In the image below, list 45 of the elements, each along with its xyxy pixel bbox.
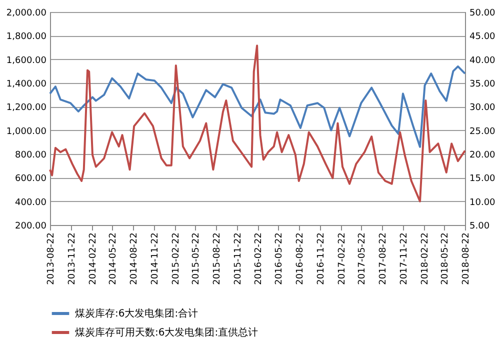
line-series — [49, 44, 466, 202]
x-tick-label: 2015-11-22 — [233, 232, 244, 285]
x-tick-label: 2016-05-22 — [274, 232, 285, 285]
y2-tick-label: 5.00 — [470, 222, 490, 232]
y2-tick-label: 25.00 — [470, 126, 496, 137]
x-tick-label: 2017-02-22 — [337, 232, 348, 285]
x-tick-label: 2015-02-22 — [171, 232, 182, 285]
x-tick-label: 2013-11-22 — [67, 232, 78, 285]
x-tick-label: 2014-11-22 — [150, 232, 160, 285]
y-tick-label: 1,200.00 — [6, 103, 47, 114]
x-tick-label: 2015-05-22 — [192, 232, 202, 285]
legend-label: 煤炭库存:6大发电集团:合计 — [75, 308, 198, 320]
x-tick-label: 2014-08-22 — [129, 232, 140, 285]
legend-label: 煤炭库存可用天数:6大发电集团:直供总计 — [75, 326, 258, 338]
x-tick-label: 2017-08-22 — [378, 232, 389, 285]
y-tick-label: 2,000.00 — [6, 8, 47, 18]
x-tick-label: 2017-11-22 — [399, 232, 410, 285]
x-tick-label: 2016-02-22 — [254, 232, 264, 285]
y2-tick-label: 35.00 — [470, 80, 496, 90]
y-tick-label: 600.00 — [15, 174, 47, 184]
line-series — [49, 65, 466, 148]
x-tick-label: 2018-08-22 — [462, 232, 472, 285]
x-tick-label: 2018-05-22 — [440, 232, 451, 285]
y-tick-label: 400.00 — [15, 198, 47, 208]
x-tick-label: 2014-02-22 — [88, 232, 98, 285]
y2-tick-label: 50.00 — [470, 8, 496, 18]
y2-tick-label: 30.00 — [470, 103, 496, 114]
y2-tick-label: 40.00 — [470, 56, 496, 66]
y2-tick-label: 10.00 — [470, 198, 496, 208]
y-tick-label: 800.00 — [15, 150, 47, 160]
y-tick-label: 1,600.00 — [6, 56, 47, 66]
y-tick-label: 200.00 — [15, 222, 47, 232]
y2-tick-label: 20.00 — [470, 150, 496, 160]
x-tick-label: 2016-08-22 — [296, 232, 306, 285]
x-tick-label: 2013-08-22 — [46, 232, 56, 285]
x-tick-label: 2014-05-22 — [108, 232, 119, 285]
y-tick-label: 1,800.00 — [6, 32, 47, 42]
y2-tick-label: 15.00 — [470, 174, 496, 184]
y2-tick-label: 45.00 — [470, 32, 496, 42]
x-tick-label: 2016-11-22 — [316, 232, 326, 285]
x-tick-label: 2018-02-22 — [420, 232, 430, 285]
x-tick-label: 2017-05-22 — [358, 232, 368, 285]
y-tick-label: 1,400.00 — [6, 80, 47, 90]
y-tick-label: 1,000.00 — [6, 126, 47, 137]
x-tick-label: 2015-08-22 — [212, 232, 222, 285]
